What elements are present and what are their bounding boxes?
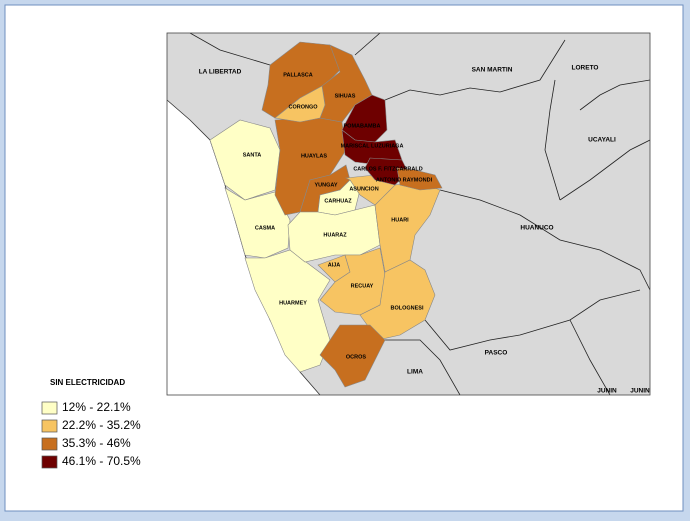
province-label: RECUAY [351, 283, 374, 289]
province-label: SIHUAS [335, 93, 356, 99]
neighbor-label: JUNIN [597, 388, 617, 395]
legend-label: 12% - 22.1% [62, 400, 131, 414]
province [319, 44, 373, 123]
neighbor-label: PASCO [485, 350, 508, 357]
sea [167, 100, 320, 395]
neighbor-label: LIMA [407, 369, 423, 376]
legend-swatch [41, 419, 58, 433]
province-label: OCROS [346, 354, 367, 360]
province-label: BOLOGNESI [390, 305, 423, 311]
province-label: MARISCAL LUZURIAGA [341, 143, 404, 149]
neighbor-label: JUNIN [630, 388, 650, 395]
province [396, 167, 443, 191]
province [319, 324, 386, 388]
province-label: HUAYLAS [301, 153, 327, 159]
province [287, 204, 381, 263]
legend-swatch [41, 401, 58, 415]
province [224, 187, 291, 259]
neighbor-label: SAN MARTIN [472, 67, 513, 74]
province-label: POMABAMBA [344, 123, 381, 129]
province-label: SANTA [243, 152, 262, 158]
province [319, 247, 386, 316]
neighbor-label: LA LIBERTAD [199, 69, 242, 76]
legend-label: 46.1% - 70.5% [62, 454, 141, 468]
province [364, 157, 409, 186]
province-label: ASUNCION [349, 186, 378, 192]
map-border [166, 32, 651, 396]
legend-label: 35.3% - 46% [62, 436, 131, 450]
neighbor-label: UCAYALI [588, 137, 616, 144]
borders [189, 33, 650, 395]
legend-swatch [41, 437, 58, 451]
province-label: PALLASCA [283, 72, 313, 78]
province-label: HUARI [391, 217, 409, 223]
province-label: ANTONIO RAYMONDI [376, 177, 433, 183]
map: SANTA CASMA HUARMEY HUAYLAS PALLASCA SIHUAS CO… [166, 32, 651, 396]
legend-swatch [41, 455, 58, 469]
province-label: CASMA [255, 225, 275, 231]
province [274, 85, 326, 123]
legend-title: SIN ELECTRICIDAD [50, 378, 125, 387]
province-label: AIJA [328, 262, 341, 268]
province-label: CARHUAZ [324, 198, 352, 204]
province-label: HUARAZ [323, 232, 347, 238]
province-label: HUARMEY [279, 300, 307, 306]
neighbor-label: LORETO [572, 65, 599, 72]
legend-label: 22.2% - 35.2% [62, 418, 141, 432]
province-label: YUNGAY [314, 182, 337, 188]
province-label: CARLOS F. FITZCARRALD [353, 166, 422, 172]
province-label: CORONGO [288, 104, 318, 110]
neighbor-label: HUANUCO [520, 225, 553, 232]
